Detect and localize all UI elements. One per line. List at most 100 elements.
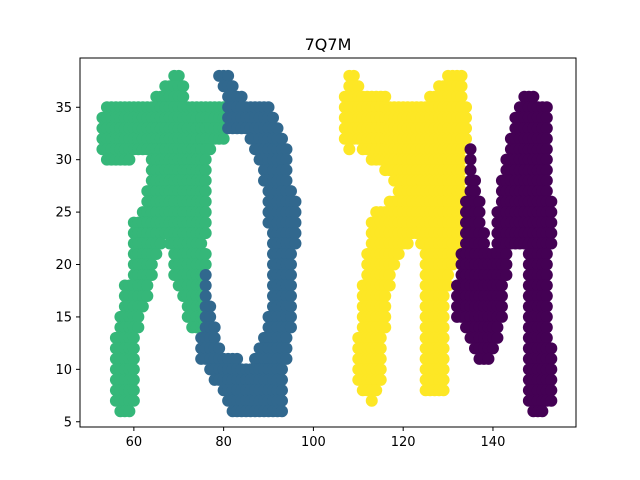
scatter-point-series-2	[199, 279, 212, 292]
y-tick-label: 35	[55, 101, 72, 116]
scatter-point-series-4	[473, 195, 486, 208]
scatter-point-series-2	[284, 310, 297, 323]
scatter-point-series-4	[540, 321, 553, 334]
scatter-point-series-2	[280, 153, 293, 166]
scatter-point-series-4	[545, 237, 558, 250]
scatter-point-series-2	[267, 111, 280, 124]
scatter-point-series-1	[177, 90, 190, 103]
scatter-point-series-3	[437, 373, 450, 386]
scatter-point-series-3	[379, 300, 392, 313]
scatter-point-series-3	[383, 269, 396, 281]
scatter-point-series-4	[473, 216, 486, 229]
scatter-point-series-1	[141, 279, 154, 292]
x-tick-label: 100	[301, 435, 326, 450]
scatter-point-series-1	[127, 394, 140, 407]
scatter-point-series-4	[540, 132, 553, 145]
scatter-point-series-3	[437, 384, 450, 397]
scatter-point-series-2	[208, 321, 221, 334]
scatter-point-series-2	[280, 331, 293, 344]
scatter-point-series-1	[136, 300, 149, 313]
scatter-point-series-1	[199, 206, 212, 219]
scatter-point-series-3	[347, 69, 360, 82]
scatter-point-series-1	[199, 216, 212, 229]
scatter-point-series-1	[145, 258, 158, 271]
scatter-point-series-2	[262, 101, 275, 114]
scatter-point-series-3	[383, 279, 396, 292]
scatter-point-series-1	[123, 405, 136, 418]
scatter-point-series-1	[199, 185, 212, 198]
scatter-point-series-4	[527, 90, 540, 103]
scatter-point-series-3	[455, 153, 468, 166]
scatter-point-series-1	[217, 132, 230, 145]
scatter-point-series-4	[545, 373, 558, 386]
scatter-point-series-2	[284, 258, 297, 271]
scatter-point-series-4	[540, 164, 553, 177]
x-tick-label: 120	[391, 435, 416, 450]
scatter-point-series-2	[231, 352, 244, 365]
scatter-point-series-3	[455, 164, 468, 177]
scatter-point-series-4	[540, 153, 553, 166]
scatter-point-series-4	[545, 342, 558, 355]
scatter-point-series-1	[132, 321, 145, 334]
scatter-point-series-4	[540, 269, 553, 281]
scatter-point-series-2	[289, 227, 302, 240]
scatter-point-series-3	[446, 258, 459, 271]
scatter-point-series-2	[284, 185, 297, 198]
scatter-point-series-4	[482, 352, 495, 365]
y-tick-label: 15	[55, 310, 72, 325]
scatter-point-series-4	[477, 237, 490, 250]
scatter-point-series-3	[379, 321, 392, 334]
scatter-point-series-2	[284, 248, 297, 261]
scatter-point-series-3	[437, 300, 450, 313]
scatter-point-series-3	[365, 394, 378, 407]
scatter-point-series-2	[275, 394, 288, 407]
scatter-point-series-1	[172, 69, 185, 82]
scatter-point-series-4	[545, 195, 558, 208]
chart-title: 7Q7M	[305, 35, 352, 54]
scatter-point-series-4	[540, 111, 553, 124]
scatter-point-series-1	[199, 195, 212, 208]
y-tick-label: 25	[55, 206, 72, 221]
scatter-point-series-1	[127, 373, 140, 386]
scatter-point-series-4	[464, 164, 477, 177]
scatter-point-series-3	[455, 174, 468, 187]
scatter-point-series-2	[199, 269, 212, 281]
scatter-points	[96, 69, 558, 418]
scatter-point-series-3	[374, 352, 387, 365]
scatter-point-series-1	[204, 143, 217, 156]
scatter-point-series-4	[540, 185, 553, 198]
scatter-point-series-2	[275, 384, 288, 397]
scatter-point-series-1	[195, 237, 208, 250]
scatter-point-series-3	[379, 90, 392, 103]
scatter-point-series-4	[545, 363, 558, 376]
scatter-point-series-2	[235, 90, 248, 103]
scatter-point-series-3	[437, 342, 450, 355]
scatter-point-series-2	[284, 300, 297, 313]
scatter-point-series-2	[275, 132, 288, 145]
scatter-point-series-4	[540, 279, 553, 292]
scatter-point-series-1	[123, 153, 136, 166]
scatter-point-series-2	[280, 352, 293, 365]
scatter-point-series-3	[437, 289, 450, 302]
scatter-point-series-2	[226, 80, 239, 93]
scatter-point-series-4	[536, 405, 549, 418]
scatter-point-series-4	[540, 289, 553, 302]
scatter-point-series-4	[469, 185, 481, 198]
scatter-point-series-3	[392, 248, 405, 261]
scatter-point-series-4	[540, 248, 553, 261]
scatter-point-series-2	[284, 321, 297, 334]
scatter-point-series-4	[477, 227, 490, 240]
scatter-point-series-3	[343, 143, 356, 156]
scatter-point-series-3	[460, 101, 473, 114]
scatter-point-series-2	[204, 310, 217, 323]
scatter-point-series-3	[437, 321, 450, 334]
scatter-point-series-1	[199, 164, 212, 177]
scatter-point-series-2	[284, 279, 297, 292]
scatter-point-series-1	[154, 237, 167, 250]
scatter-point-series-4	[469, 174, 481, 187]
y-tick-label: 30	[55, 153, 72, 168]
scatter-point-series-3	[374, 342, 387, 355]
scatter-point-series-4	[491, 331, 504, 344]
scatter-point-series-3	[379, 289, 392, 302]
